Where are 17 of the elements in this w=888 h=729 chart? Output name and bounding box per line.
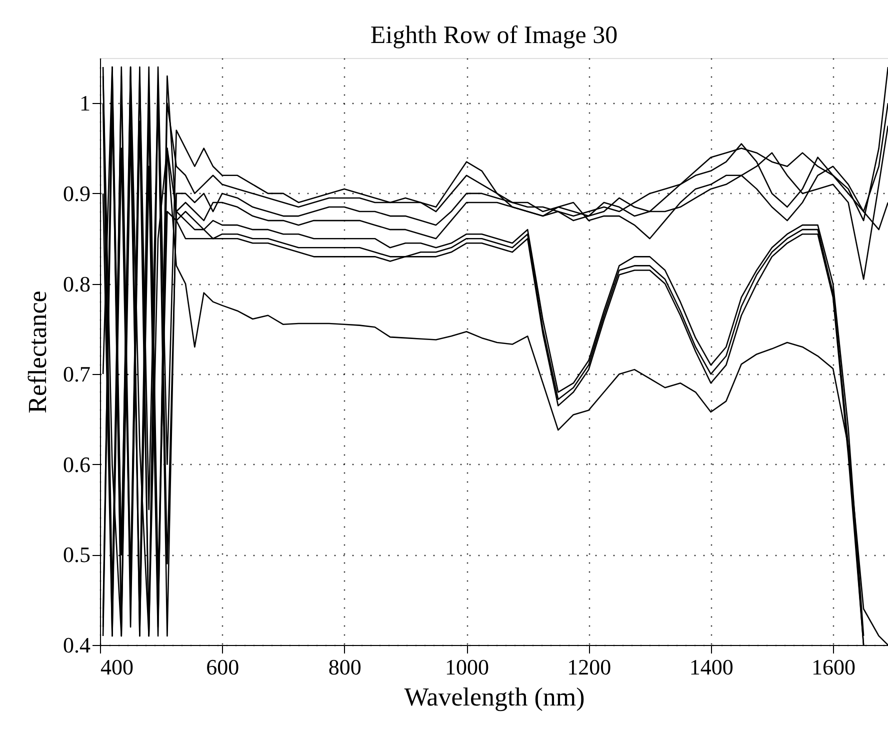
x-tick-label: 1600 xyxy=(812,654,856,680)
y-tick-label: 0.8 xyxy=(63,271,90,296)
y-tick-label: 1 xyxy=(80,90,90,116)
y-tick-label: 0.9 xyxy=(63,180,90,206)
y-tick-label: 0.4 xyxy=(63,632,90,658)
x-tick-label: 800 xyxy=(328,654,362,680)
x-axis-title: Wavelength (nm) xyxy=(404,682,585,712)
x-tick-label: 400 xyxy=(100,654,134,680)
x-tick-label: 1400 xyxy=(689,654,734,680)
y-axis-title: Reflectance xyxy=(23,290,52,414)
y-tick-label: 0.7 xyxy=(63,362,90,387)
y-tick-label: 0.6 xyxy=(63,452,90,477)
x-tick-label: 600 xyxy=(206,654,240,680)
x-tick-label: 1000 xyxy=(445,654,490,680)
chart-title: Eighth Row of Image 30 xyxy=(370,22,618,49)
x-tick-label: 1200 xyxy=(567,654,612,680)
y-tick-label: 0.5 xyxy=(63,542,90,568)
